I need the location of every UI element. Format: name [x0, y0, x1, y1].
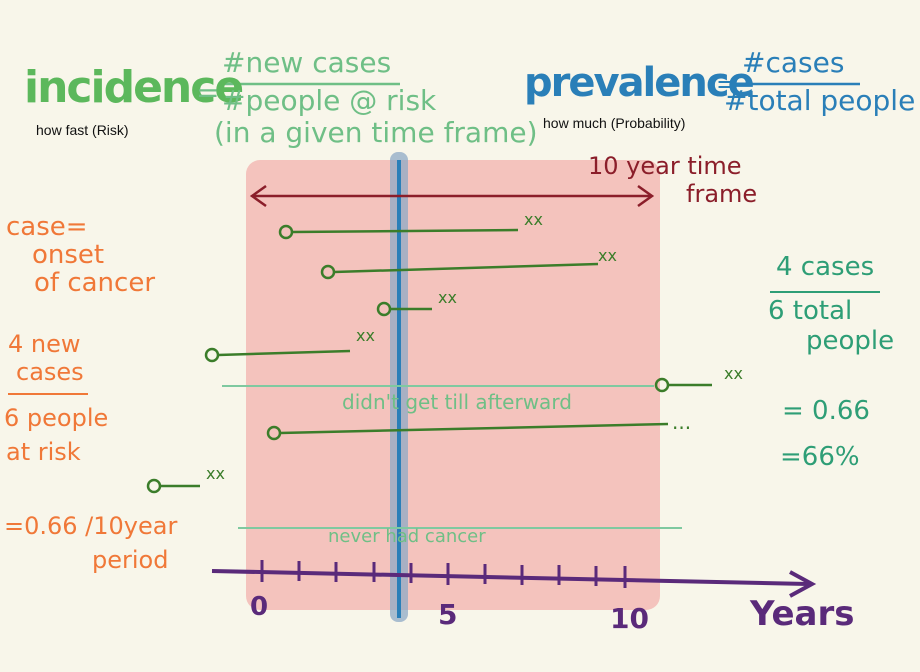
people-at-risk-1: 6 people	[4, 404, 109, 432]
prevalence-eq-1: = 0.66	[782, 396, 870, 426]
note-afterward: didn't get till afterward	[342, 390, 572, 414]
case-definition-1: case=	[6, 212, 88, 242]
prevalence-caption: how much (Probability)	[543, 115, 686, 131]
incidence-denominator: #people @ risk	[222, 84, 437, 117]
patient-line-4	[204, 347, 351, 363]
prevalence-cases: 4 cases	[776, 252, 875, 282]
death-mark-1: xx	[524, 210, 543, 229]
tick-label-5: 5	[438, 598, 458, 631]
patient-line-5	[654, 377, 712, 393]
prevalence-total-1: 6 total	[768, 296, 853, 326]
axis-label-years: Years	[750, 594, 855, 634]
case-definition-3: of cancer	[34, 268, 156, 298]
ellipsis: ...	[672, 410, 692, 434]
death-mark-2: xx	[598, 246, 617, 265]
prevalence-total-2: people	[806, 326, 895, 356]
years-axis	[211, 569, 817, 598]
incidence-result-2: period	[92, 546, 169, 574]
death-mark-4: xx	[356, 326, 375, 345]
axis-ticks	[260, 560, 627, 588]
prevalence-cut-line-core	[397, 160, 401, 618]
incidence-equals: =	[196, 76, 220, 109]
patient-line-6	[266, 422, 669, 441]
prevalence-numerator: #cases	[742, 46, 845, 79]
death-mark-3: xx	[438, 288, 457, 307]
time-frame-label-2: frame	[686, 180, 758, 208]
prevalence-eq-2: =66%	[780, 442, 860, 472]
time-frame-label-1: 10 year time	[588, 152, 742, 180]
incidence-timeframe: (in a given time frame)	[214, 116, 538, 149]
death-mark-5: xx	[724, 364, 743, 383]
time-frame-arrow	[249, 184, 655, 208]
incidence-caption: how fast (Risk)	[36, 122, 129, 138]
incidence-numerator: #new cases	[222, 46, 392, 79]
prevalence-word: prevalence	[524, 60, 755, 106]
tick-label-0: 0	[250, 592, 269, 622]
prevalence-denominator: #total people	[724, 84, 916, 117]
incidence-result-1: =0.66 /10year	[4, 512, 178, 540]
patient-line-1	[278, 224, 519, 240]
note-never: never had cancer	[328, 526, 486, 547]
patient-line-7	[146, 478, 200, 494]
people-at-risk-2: at risk	[6, 438, 81, 466]
case-definition-2: onset	[32, 240, 105, 270]
new-cases-1: 4 new	[8, 330, 81, 358]
patient-line-3	[376, 301, 432, 317]
tick-label-10: 10	[610, 602, 649, 635]
patient-line-2	[320, 262, 599, 280]
incidence-word: incidence	[24, 62, 244, 113]
new-cases-2: cases	[16, 358, 84, 386]
prevalence-equals: =	[716, 70, 737, 98]
death-mark-6: xx	[206, 464, 225, 483]
